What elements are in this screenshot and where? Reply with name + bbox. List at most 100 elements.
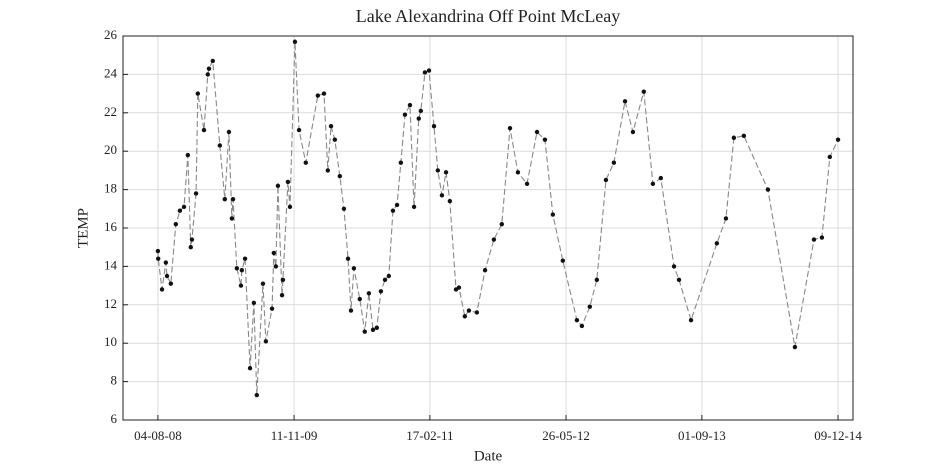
data-point (185, 152, 191, 158)
data-point (210, 58, 215, 64)
data-point (159, 287, 165, 292)
data-point (287, 204, 293, 210)
data-point (348, 308, 354, 313)
data-point (296, 127, 302, 133)
data-point (641, 89, 646, 94)
data-point (260, 281, 266, 286)
data-point (275, 183, 281, 188)
data-point (328, 124, 334, 129)
data-point (390, 208, 396, 213)
data-point (155, 248, 161, 254)
y-tick-label: 22 (104, 104, 117, 119)
data-point (499, 221, 504, 227)
data-point (382, 277, 388, 283)
data-point (177, 208, 183, 213)
data-point (254, 392, 259, 398)
y-tick-label: 16 (104, 219, 118, 234)
data-point (819, 235, 825, 240)
data-point (206, 66, 212, 71)
data-point (188, 245, 193, 250)
data-point (341, 206, 347, 211)
data-point (594, 277, 600, 283)
data-point (332, 137, 338, 142)
data-point (658, 175, 664, 181)
data-point (195, 91, 201, 96)
data-point (226, 129, 232, 135)
data-point (238, 283, 244, 288)
data-point (435, 168, 441, 173)
data-point (173, 221, 179, 227)
data-point (792, 344, 798, 350)
x-tick-label: 17-02-11 (406, 428, 453, 443)
data-point (370, 327, 376, 332)
data-point (378, 289, 384, 294)
data-point (688, 317, 694, 323)
data-point (507, 125, 513, 131)
data-point (587, 304, 593, 309)
data-point (402, 112, 408, 117)
y-tick-label: 8 (111, 373, 118, 388)
data-point (630, 129, 636, 135)
data-point (168, 281, 174, 286)
x-tick-label: 01-09-13 (678, 428, 726, 443)
data-point (273, 264, 279, 269)
data-point (374, 325, 379, 331)
data-point (574, 317, 580, 323)
plot-frame (122, 35, 854, 421)
data-point (456, 285, 462, 290)
data-point (534, 129, 540, 135)
data-point (263, 339, 269, 344)
data-point (482, 268, 488, 273)
data-point (321, 91, 327, 96)
data-point (303, 160, 308, 165)
data-point (242, 256, 248, 261)
y-tick-label: 24 (104, 65, 118, 80)
data-point (386, 273, 392, 279)
data-point (239, 268, 245, 273)
data-point (292, 39, 298, 44)
data-point (474, 310, 480, 315)
data-point (431, 124, 437, 129)
y-tick-label: 12 (104, 296, 117, 311)
data-point (731, 135, 737, 140)
data-point (447, 198, 453, 204)
data-point (345, 256, 351, 261)
data-point (234, 266, 240, 271)
data-point (462, 314, 468, 319)
data-point (765, 187, 771, 192)
data-point (201, 127, 207, 133)
data-point (827, 154, 833, 160)
data-point (443, 170, 449, 175)
data-point (394, 202, 400, 208)
data-point (515, 170, 521, 175)
data-point (247, 365, 253, 371)
chart-title: Lake Alexandrina Off Point McLeay (356, 6, 621, 26)
data-point (422, 70, 428, 75)
data-point (579, 323, 585, 329)
data-point (315, 93, 321, 98)
data-point (229, 216, 235, 221)
data-point (269, 306, 275, 311)
data-point (351, 266, 357, 271)
data-point (189, 237, 195, 242)
data-point (835, 137, 841, 142)
y-axis-label: TEMP (75, 208, 91, 248)
data-point (279, 293, 285, 298)
x-tick-label: 26-05-12 (542, 428, 590, 443)
data-point (418, 108, 424, 114)
data-point (357, 296, 362, 302)
data-point (560, 258, 566, 263)
data-point (542, 137, 548, 142)
data-point (271, 250, 277, 256)
data-point (285, 179, 291, 185)
y-tick-label: 14 (104, 257, 118, 272)
data-point (650, 181, 656, 187)
data-point (811, 237, 817, 242)
data-point (622, 99, 628, 104)
data-point (426, 68, 432, 73)
data-point (676, 277, 682, 283)
data-point (280, 277, 286, 283)
data-point (741, 133, 747, 139)
